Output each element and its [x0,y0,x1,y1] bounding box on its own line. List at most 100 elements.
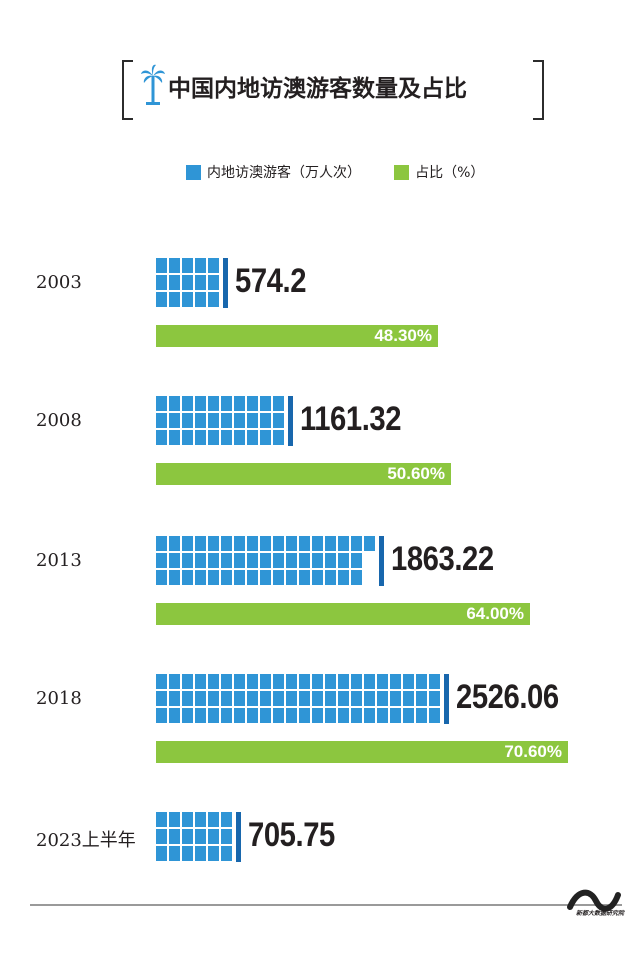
visitor-unit [429,708,440,723]
visitor-unit [377,691,388,706]
visitor-unit [195,536,206,551]
visitor-unit [182,396,193,411]
visitor-unit [286,536,297,551]
visitor-unit [169,430,180,445]
visitor-unit [169,275,180,290]
visitor-unit [403,691,414,706]
visitor-unit [221,536,232,551]
title-frame: 中国内地访澳游客数量及占比 [122,60,544,120]
visitor-bar [156,396,293,446]
visitor-unit [351,674,362,689]
visitor-unit [312,674,323,689]
visitor-unit [273,674,284,689]
visitor-bar-end [444,674,449,724]
visitor-unit [325,691,336,706]
visitor-unit [156,413,167,428]
visitor-unit [273,691,284,706]
visitor-unit [156,275,167,290]
visitor-unit [247,570,258,585]
visitor-unit [195,829,206,844]
visitor-unit [429,674,440,689]
visitor-unit [169,536,180,551]
visitor-unit [247,396,258,411]
visitor-unit [351,536,362,551]
visitor-unit [208,691,219,706]
visitor-unit [208,846,219,861]
visitor-value-label: 1161.32 [300,400,402,438]
visitor-unit [390,691,401,706]
visitor-unit [208,674,219,689]
visitor-unit [208,812,219,827]
visitor-unit [169,396,180,411]
visitor-unit [247,413,258,428]
visitor-unit [221,570,232,585]
visitor-unit [338,570,349,585]
visitor-unit [221,812,232,827]
visitor-unit [208,292,219,307]
visitor-unit [273,708,284,723]
visitor-bar [156,536,384,586]
visitor-unit [195,708,206,723]
visitor-unit [208,396,219,411]
visitor-unit [169,812,180,827]
visitor-unit [234,570,245,585]
share-value-label: 64.00% [466,604,524,623]
year-label: 2008 [36,410,82,431]
visitor-unit [221,708,232,723]
visitor-unit [182,846,193,861]
visitor-unit [299,570,310,585]
visitor-value-label: 1863.22 [391,540,494,578]
visitor-unit [156,812,167,827]
visitor-unit [273,413,284,428]
visitor-unit [195,258,206,273]
share-bar: 64.00% [156,603,530,625]
visitor-unit [260,553,271,568]
visitor-unit [182,275,193,290]
legend-swatch-visitors [186,164,201,180]
visitor-unit [182,413,193,428]
visitor-unit [221,691,232,706]
visitor-unit [260,570,271,585]
visitor-unit [312,536,323,551]
visitor-unit [221,829,232,844]
visitor-unit [416,708,427,723]
visitor-unit [156,708,167,723]
visitor-unit [195,812,206,827]
legend: 内地访澳游客（万人次） 占比（%） [186,162,512,184]
visitor-unit [156,292,167,307]
visitor-unit [351,553,362,568]
visitor-unit [260,536,271,551]
visitor-unit [260,691,271,706]
visitor-unit [338,708,349,723]
visitor-bar-end [223,258,228,308]
visitor-unit [208,275,219,290]
visitor-unit [364,708,375,723]
visitor-unit [351,570,362,585]
visitor-unit [390,708,401,723]
visitor-unit [208,829,219,844]
visitor-unit [195,430,206,445]
visitor-unit [234,536,245,551]
bottom-divider [30,904,622,906]
visitor-unit [156,396,167,411]
visitor-unit [234,553,245,568]
visitor-unit [208,536,219,551]
visitor-unit [169,553,180,568]
visitor-unit [182,430,193,445]
visitor-unit [377,674,388,689]
right-bracket [533,60,544,120]
visitor-unit [156,570,167,585]
visitor-unit [156,691,167,706]
visitor-bar-end [288,396,293,446]
visitor-unit [221,846,232,861]
visitor-unit [338,674,349,689]
visitor-unit [325,570,336,585]
visitor-unit [221,396,232,411]
visitor-unit [234,396,245,411]
visitor-unit [299,691,310,706]
visitor-unit [234,691,245,706]
palm-tree-icon [141,64,165,105]
visitor-unit [182,691,193,706]
visitor-unit [260,430,271,445]
visitor-unit [299,674,310,689]
